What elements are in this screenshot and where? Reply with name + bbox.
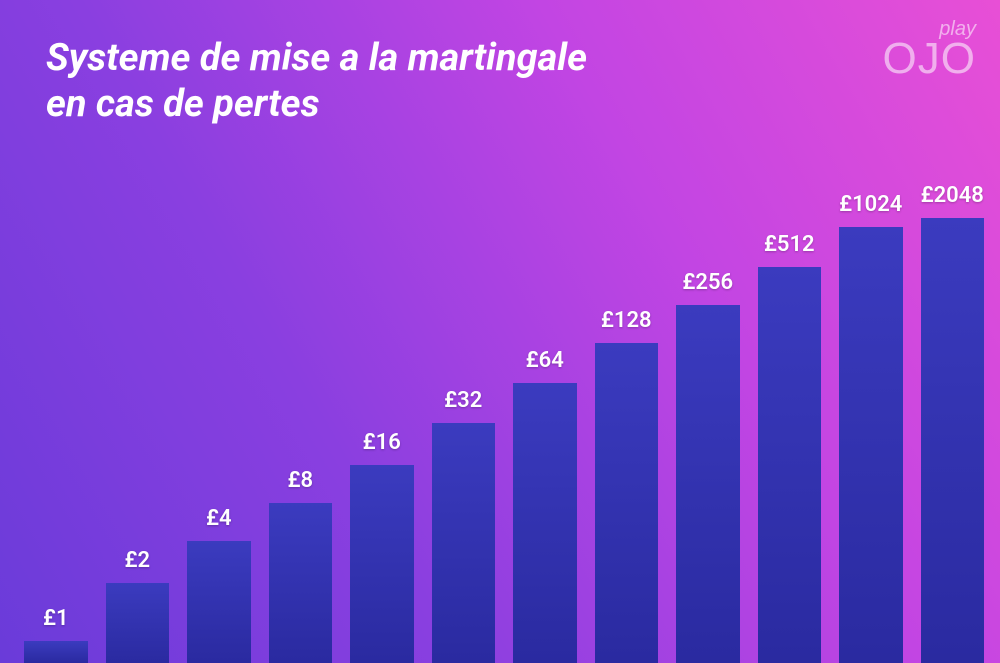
bar <box>187 541 251 663</box>
bar-value-label: £256 <box>682 270 733 295</box>
bar <box>595 343 659 663</box>
bar-group: £1 £2 £4 £8 £16 £32 £64 £128 £256 £512 £1024 £2048 <box>24 183 984 663</box>
title-line-1: Systeme de mise a la martingale <box>46 36 587 82</box>
bar-value-label: £1024 <box>839 192 902 217</box>
bar-slot: £128 <box>595 183 659 663</box>
logo-ojo-text: OJO <box>883 41 976 76</box>
bar <box>839 227 903 663</box>
bar-value-label: £128 <box>601 308 652 333</box>
bar <box>106 583 170 663</box>
bar-value-label: £16 <box>363 430 401 455</box>
bar-slot: £8 <box>269 183 333 663</box>
bar-slot: £256 <box>676 183 740 663</box>
bar <box>921 218 985 663</box>
bar-value-label: £512 <box>764 232 815 257</box>
bar-value-label: £1 <box>43 606 69 631</box>
bar-slot: £2048 <box>921 183 985 663</box>
bar <box>676 305 740 663</box>
bar-slot: £1024 <box>839 183 903 663</box>
title-line-2: en cas de pertes <box>46 82 587 128</box>
chart-title: Systeme de mise a la martingale en cas d… <box>46 36 587 127</box>
bar <box>758 267 822 663</box>
bar-slot: £16 <box>350 183 414 663</box>
bar-slot: £4 <box>187 183 251 663</box>
bar-value-label: £2 <box>124 548 150 573</box>
bar-value-label: £2048 <box>921 183 984 208</box>
bar-slot: £64 <box>513 183 577 663</box>
bar <box>269 503 333 663</box>
bar-chart: £1 £2 £4 £8 £16 £32 £64 £128 £256 £512 £1024 £2048 <box>24 183 984 663</box>
bar-value-label: £32 <box>444 388 482 413</box>
bar-value-label: £8 <box>287 468 313 493</box>
bar-value-label: £64 <box>526 348 564 373</box>
brand-logo: play OJO <box>883 18 976 76</box>
bar <box>513 383 577 663</box>
bar-slot: £32 <box>432 183 496 663</box>
bar <box>432 423 496 663</box>
bar-slot: £2 <box>106 183 170 663</box>
bar-value-label: £4 <box>206 506 232 531</box>
bar-slot: £512 <box>758 183 822 663</box>
bar <box>350 465 414 663</box>
chart-canvas: Systeme de mise a la martingale en cas d… <box>0 0 1000 663</box>
bar-slot: £1 <box>24 183 88 663</box>
bar <box>24 641 88 663</box>
